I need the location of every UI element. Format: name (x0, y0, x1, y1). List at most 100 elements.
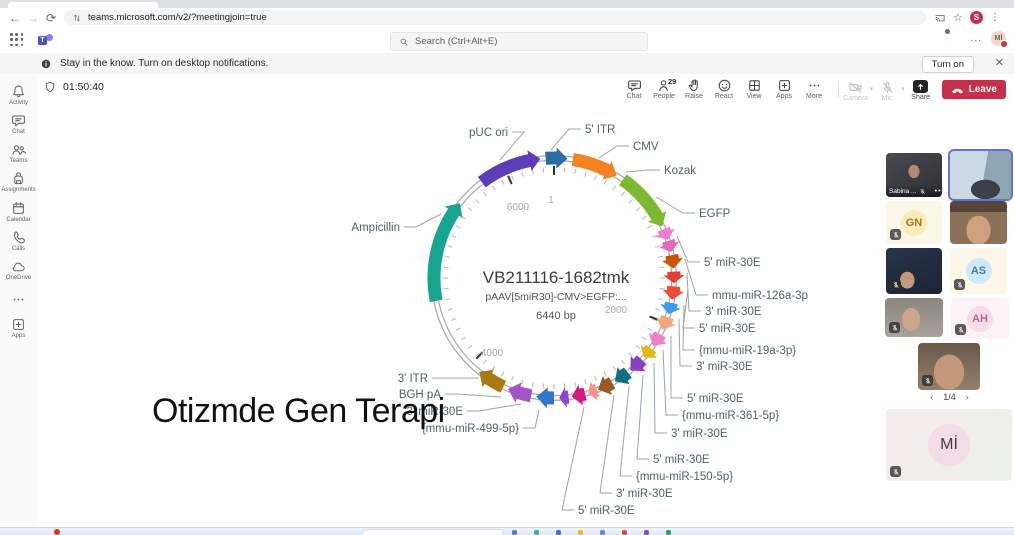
leave-button[interactable]: Leave (941, 79, 1006, 99)
participant-tile[interactable]: AS (950, 248, 1007, 294)
app-rail: Activity Chat Teams Assignments Calendar Call… (0, 74, 38, 527)
search-placeholder: Search (Ctrl+Alt+E) (415, 36, 498, 47)
taskbar-app-icon[interactable] (578, 530, 583, 535)
participant-tile[interactable] (948, 149, 1013, 201)
camera-button[interactable]: Camera (843, 77, 869, 102)
hangup-icon (951, 83, 964, 96)
react-button[interactable]: React (709, 75, 739, 100)
plasmid-feature-label: {mmu-miR-19a-3p} (699, 345, 796, 357)
search-input[interactable]: Search (Ctrl+Alt+E) (390, 32, 648, 51)
back-icon[interactable]: ← (9, 10, 21, 25)
plasmid-feature-label: mmu-miR-126a-3p (712, 290, 808, 302)
plasmid-feature-label: 5' miR-30E (699, 323, 756, 335)
chat-button[interactable]: Chat (619, 75, 649, 100)
participant-tile[interactable] (950, 201, 1007, 244)
plasmid-feature-label: 3' ITR (398, 373, 428, 385)
sidebar-item-assignments[interactable]: Assignments (0, 171, 37, 193)
mic-off-badge (889, 322, 900, 333)
participant-tile[interactable] (886, 248, 942, 294)
plasmid-feature-label: 3' miR-30E (406, 406, 463, 418)
mic-chevron-icon[interactable]: ▾ (901, 86, 905, 93)
participant-tile[interactable]: AH (951, 298, 1009, 339)
pager-next-icon[interactable]: › (965, 392, 969, 402)
share-button[interactable]: Share (906, 77, 936, 101)
view-button[interactable]: View (739, 75, 769, 100)
hand-icon (687, 78, 702, 93)
site-settings-icon[interactable] (72, 13, 82, 23)
taskbar-app-icon[interactable] (644, 530, 649, 535)
people-button[interactable]: People 29 (653, 77, 677, 100)
taskbar-app-icon[interactable] (556, 530, 561, 535)
more-button[interactable]: More (799, 75, 829, 100)
windows-taskbar (0, 527, 1014, 535)
apps-button[interactable]: Apps (769, 75, 799, 100)
participant-tile-named[interactable]: Sabina ...••• (886, 153, 942, 197)
sidebar-item-teams[interactable]: Teams (0, 142, 37, 164)
participant-tile[interactable] (885, 298, 943, 337)
browser-tab-strip (0, 0, 1014, 8)
participants-panel: Sabina ...••• GN AS AH Mİ (833, 104, 1014, 527)
plasmid-tick-label: 6000 (507, 202, 530, 213)
gallery-pager: ‹ 1/4 › (886, 392, 1013, 402)
address-bar[interactable]: teams.microsoft.com/v2/?meetingjoin=true (64, 10, 926, 25)
backpack-icon (11, 171, 26, 186)
sidebar-item-more[interactable] (0, 292, 37, 307)
plasmid-tick-label: 2000 (605, 305, 628, 316)
browser-tab[interactable] (8, 2, 158, 8)
dots-icon (807, 78, 822, 93)
plasmid-tick-label: 4000 (481, 348, 504, 359)
settings-more-icon[interactable]: ... (970, 33, 982, 44)
reload-icon[interactable]: ⟳ (45, 10, 57, 25)
calendar-icon (11, 201, 26, 216)
participant-initials: GN (901, 209, 927, 236)
spotlight-participant-tile[interactable]: Mİ (886, 409, 1012, 481)
sidebar-item-chat[interactable]: Chat (0, 113, 37, 135)
browser-menu-icon[interactable]: ⋮ (989, 12, 1000, 23)
meeting-actions: Chat People 29 Raise React View Apps More (619, 75, 829, 100)
sidebar-item-calls[interactable]: Calls (0, 230, 37, 252)
plasmid-size: 6440 bp (536, 310, 576, 322)
teams-logo: T (38, 33, 53, 48)
meeting-timer: 01:50:40 (44, 81, 104, 93)
phone-icon (11, 230, 26, 245)
chat-icon (627, 78, 642, 93)
participant-initials: Mİ (928, 424, 970, 466)
cast-icon[interactable] (934, 12, 946, 24)
turn-on-button[interactable]: Turn on (921, 56, 974, 73)
participant-tile[interactable] (918, 343, 980, 390)
taskbar-search[interactable] (362, 529, 504, 535)
teams-profile-avatar[interactable]: Mİ (991, 31, 1008, 48)
taskbar-app-icon[interactable] (512, 530, 517, 535)
url-text: teams.microsoft.com/v2/?meetingjoin=true (88, 12, 267, 23)
pager-page-indicator: 1/4 (943, 392, 956, 402)
taskbar-app-icon[interactable] (666, 530, 671, 535)
sidebar-item-calendar[interactable]: Calendar (0, 201, 37, 223)
raise-button[interactable]: Raise (679, 75, 709, 100)
people-count-badge: 29 (668, 77, 677, 86)
plasmid-tick-label: 1 (548, 195, 554, 206)
taskbar-app-icon[interactable] (534, 530, 539, 535)
notification-dot (945, 29, 950, 34)
tile-more-icon[interactable]: ••• (934, 187, 942, 195)
camera-chevron-icon[interactable]: ▾ (869, 86, 874, 93)
waffle-icon[interactable] (10, 33, 24, 47)
info-icon (40, 58, 52, 70)
camera-off-icon (848, 80, 863, 95)
browser-profile-avatar[interactable]: S (969, 11, 983, 24)
banner-close-icon[interactable]: ✕ (994, 57, 1004, 69)
participant-tile[interactable]: GN (886, 201, 942, 244)
participant-name-bar: Sabina ...••• (886, 185, 942, 197)
bookmark-star-icon[interactable]: ☆ (953, 12, 963, 24)
plasmid-feature-label: Ampicillin (351, 222, 400, 234)
mic-off-icon (880, 80, 895, 95)
sidebar-item-apps[interactable]: Apps (0, 317, 37, 339)
taskbar-app-icon[interactable] (622, 530, 627, 535)
plasmid-feature-label: 3' miR-30E (616, 488, 673, 500)
sidebar-item-onedrive[interactable]: OneDrive (0, 259, 37, 281)
pager-prev-icon[interactable]: ‹ (930, 392, 934, 402)
sidebar-item-activity[interactable]: Activity (0, 84, 37, 106)
plasmid-feature-label: 5' ITR (585, 124, 615, 136)
mic-button[interactable]: Mic (874, 77, 900, 102)
forward-icon[interactable]: → (27, 10, 39, 25)
taskbar-app-icon[interactable] (600, 530, 605, 535)
